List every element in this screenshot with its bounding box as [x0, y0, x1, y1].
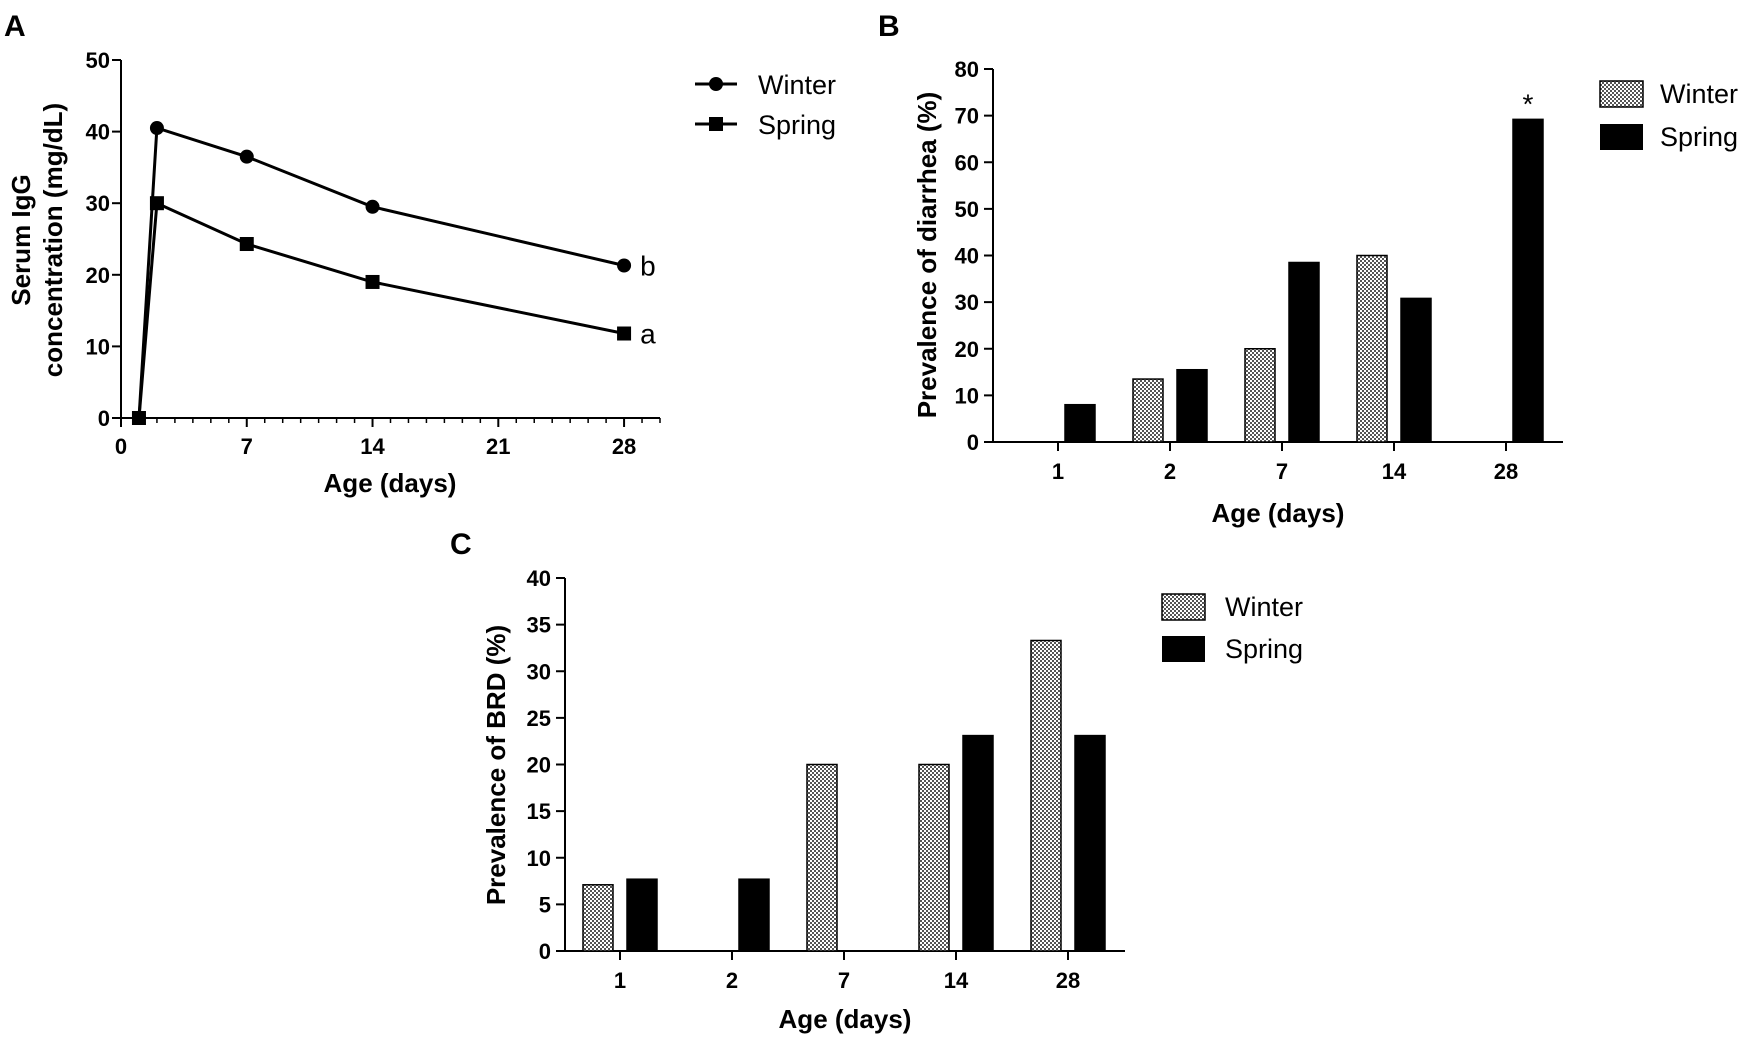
- panel-a-xtick-label: 21: [486, 434, 510, 459]
- panel-b-ytick-label: 10: [955, 383, 979, 408]
- panel-b-xtick-label: 2: [1164, 459, 1176, 484]
- panel-c-xtick-label: 14: [944, 968, 969, 993]
- panel-letter-c: C: [450, 528, 472, 561]
- panel-a-ytick-label: 30: [86, 191, 110, 216]
- panel-a-spring-point: [239, 237, 254, 252]
- panel-c-ytick-label: 25: [527, 706, 551, 731]
- panel-c-x-title: Age (days): [779, 1004, 912, 1034]
- panel-a-xtick-label: 14: [360, 434, 385, 459]
- panel-a-spring-point: [617, 326, 632, 341]
- panel-c-ytick-label: 0: [539, 939, 551, 964]
- panel-a-winter-point: [149, 121, 164, 136]
- panel-b-x-title: Age (days): [1212, 498, 1345, 528]
- panel-b-ytick-label: 70: [955, 104, 979, 129]
- panel-b-bar-winter: [1356, 254, 1388, 443]
- panel-a-ytick-label: 10: [86, 334, 110, 359]
- panel-c-ytick-label: 20: [527, 753, 551, 778]
- legend-spring-swatch: [1600, 124, 1643, 150]
- panel-c-bar-spring: [962, 734, 994, 952]
- panel-b-ytick-label: 40: [955, 244, 979, 269]
- panel-b-bar-winter: [1244, 348, 1276, 443]
- panel-a-xtick-label: 28: [612, 434, 636, 459]
- panel-b-bar-spring: [1288, 261, 1320, 443]
- panel-a-ytick-label: 40: [86, 120, 110, 145]
- panel-b-bar-spring: [1064, 403, 1096, 443]
- panel-c-ytick-label: 10: [527, 846, 551, 871]
- panel-b-xtick-label: 1: [1052, 459, 1064, 484]
- panel-a-winter-line: [137, 125, 625, 419]
- panel-b-ytick-label: 60: [955, 150, 979, 175]
- legend-winter-label: Winter: [1225, 592, 1303, 622]
- legend-winter-swatch: [1161, 593, 1206, 621]
- panel-b-xtick-label: 28: [1494, 459, 1518, 484]
- legend-winter-label: Winter: [758, 70, 836, 100]
- panel-a-x-title: Age (days): [324, 468, 457, 498]
- panel-b-bar-spring: [1512, 118, 1544, 443]
- panel-c-ytick-label: 40: [527, 566, 551, 591]
- panel-a-spring-point: [149, 196, 164, 211]
- panel-c-bar-spring: [1074, 734, 1106, 952]
- panel-a-spring-point: [365, 274, 380, 289]
- panel-c-y-title: Prevalence of BRD (%): [481, 625, 511, 905]
- panel-c-xtick-label: 28: [1056, 968, 1080, 993]
- panel-b-y-title: Prevalence of diarrhea (%): [912, 92, 942, 419]
- panel-c-xtick-label: 2: [726, 968, 738, 993]
- panel-a-spring-line: [137, 200, 625, 419]
- panel-b-xtick-label: 7: [1276, 459, 1288, 484]
- panel-c-bar-spring: [626, 878, 658, 952]
- panel-a-winter-point: [239, 149, 254, 164]
- panel-a-ytick-label: 0: [98, 406, 110, 431]
- panel-c-bar-winter: [582, 884, 614, 952]
- panel-c-bar-winter: [806, 763, 838, 952]
- panel-c-bar-winter: [1030, 639, 1062, 952]
- panel-c-brd-chart: 0 5 10 15 20 25 30 35 40 1 2 7 14 28 Prevalence of B…: [481, 566, 1303, 1034]
- panel-a-y-title-line1: Serum IgG: [6, 174, 36, 305]
- panel-b-xtick-label: 14: [1382, 459, 1407, 484]
- legend-winter-label: Winter: [1660, 79, 1738, 109]
- panel-c-ytick-label: 5: [539, 892, 551, 917]
- panel-b-ytick-label: 20: [955, 337, 979, 362]
- panel-a-winter-point: [365, 199, 380, 214]
- panel-c-xtick-label: 1: [614, 968, 626, 993]
- panel-a-y-title-line2: concentration (mg/dL): [38, 103, 68, 377]
- panel-c-legend: Winter Spring: [1161, 592, 1303, 664]
- panel-c-ytick-label: 15: [527, 799, 551, 824]
- panel-b-ytick-label: 0: [967, 430, 979, 455]
- panel-b-legend: Winter Spring: [1599, 79, 1738, 152]
- panel-a-xtick-label: 0: [115, 434, 127, 459]
- panel-a-ytick-label: 50: [86, 48, 110, 73]
- legend-winter-swatch: [1599, 80, 1644, 108]
- panel-b-ytick-label: 50: [955, 197, 979, 222]
- panel-b-bar-spring: [1400, 297, 1432, 443]
- legend-spring-swatch: [1162, 636, 1205, 662]
- panel-a-serum-igg-chart: 0 10 20 30 40 50 0 7 14 21 28 b a Serum IgG concen…: [6, 48, 836, 498]
- legend-spring-label: Spring: [758, 110, 836, 140]
- panel-c-bar-winter: [918, 763, 950, 952]
- panel-a-winter-point: [617, 258, 632, 273]
- panel-a-legend: Winter Spring: [695, 70, 836, 140]
- panel-c-bar-spring: [738, 878, 770, 952]
- panel-a-xtick-label: 7: [241, 434, 253, 459]
- panel-a-ytick-label: 20: [86, 263, 110, 288]
- panel-c-ytick-label: 35: [527, 613, 551, 638]
- panel-b-ytick-label: 30: [955, 290, 979, 315]
- panel-a-winter-end-label: b: [640, 250, 656, 281]
- panel-c-xtick-label: 7: [838, 968, 850, 993]
- legend-winter-marker: [709, 77, 723, 91]
- legend-spring-label: Spring: [1225, 634, 1303, 664]
- panel-letter-b: B: [878, 10, 900, 43]
- panel-b-significance-marker: *: [1523, 88, 1534, 119]
- panel-c-ytick-label: 30: [527, 659, 551, 684]
- panel-b-bar-winter: [1132, 378, 1164, 443]
- panel-letter-a: A: [4, 10, 26, 43]
- panel-a-spring-point: [131, 411, 146, 425]
- panel-b-diarrhea-chart: 0 10 20 30 40 50 60 70 80 1 2 7 14 28 * Prevalence o…: [912, 57, 1738, 528]
- legend-spring-marker: [709, 117, 723, 131]
- panel-a-spring-end-label: a: [640, 319, 656, 350]
- legend-spring-label: Spring: [1660, 122, 1738, 152]
- panel-b-bar-spring: [1176, 368, 1208, 443]
- panel-b-ytick-label: 80: [955, 57, 979, 82]
